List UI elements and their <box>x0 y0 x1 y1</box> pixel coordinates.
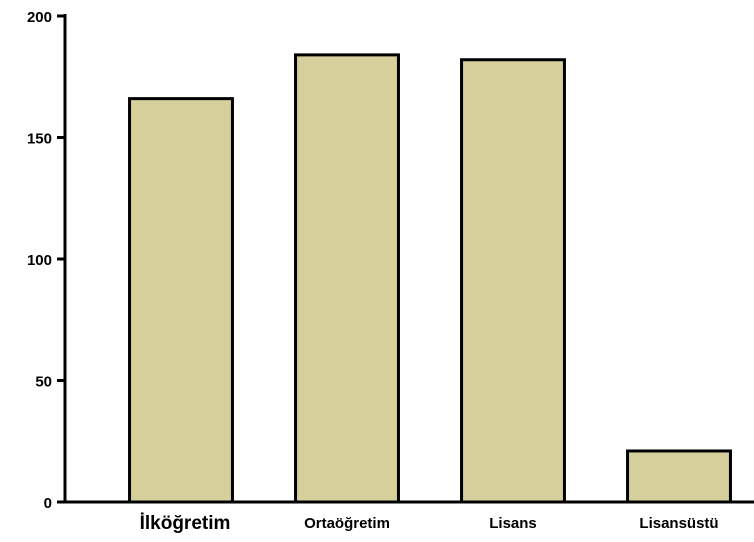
bar <box>128 97 234 504</box>
x-tick-label: Lisansüstü <box>639 515 718 532</box>
y-tick-label: 100 <box>27 252 52 269</box>
bar <box>626 449 732 504</box>
bar <box>294 53 400 504</box>
x-tick-label: Lisans <box>489 515 537 532</box>
bar <box>460 58 566 504</box>
y-tick-label: 200 <box>27 9 52 26</box>
x-tick-label: Ortaöğretim <box>304 515 390 532</box>
x-tick-label: İlköğretim <box>140 513 231 534</box>
y-tick-label: 150 <box>27 130 52 147</box>
y-tick-label: 50 <box>35 373 52 390</box>
y-tick-label: 0 <box>44 495 52 512</box>
